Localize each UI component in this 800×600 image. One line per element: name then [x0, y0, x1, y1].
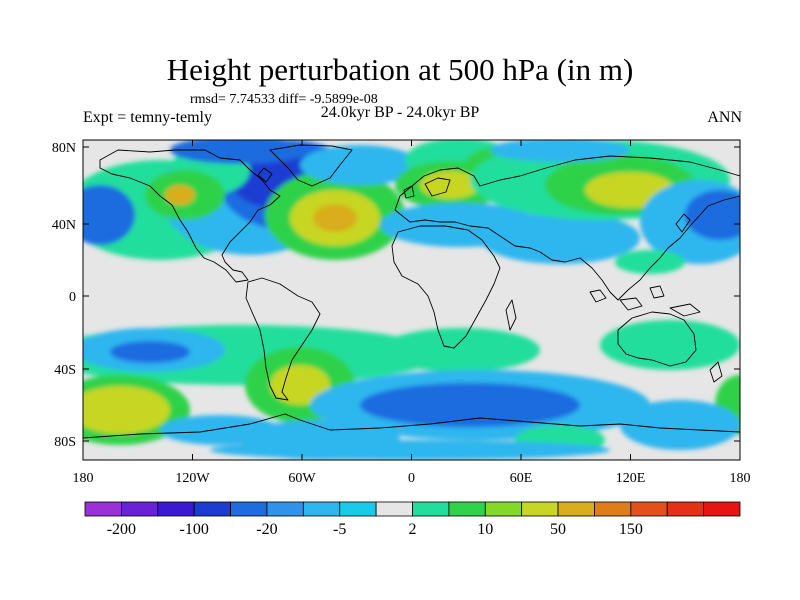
colorbar-swatch [157, 501, 195, 517]
lat-tick-label: 80N [52, 141, 76, 156]
colorbar-swatch [302, 501, 341, 517]
colorbar-swatch [448, 501, 486, 517]
colorbar-label: -5 [333, 521, 346, 538]
coastlines [83, 144, 740, 439]
colorbar-swatch [375, 501, 413, 517]
plot-title: Height perturbation at 500 hPa (in m) [166, 52, 634, 87]
colorbar-swatch [84, 501, 122, 517]
colorbar-label: -20 [256, 521, 277, 538]
colorbar-swatch [266, 501, 304, 517]
lat-tick-label: 0 [69, 290, 76, 305]
colorbar-label: 150 [619, 521, 643, 538]
lon-tick-label: 180 [73, 471, 94, 486]
colorbar-swatch [630, 501, 668, 517]
colorbar-swatch [666, 501, 705, 517]
colorbar-swatch [120, 501, 159, 517]
lon-tick-label: 0 [408, 471, 415, 486]
colorbar-swatch [193, 501, 231, 517]
colorbar-swatch [703, 501, 741, 517]
colorbar-label: 50 [550, 521, 566, 538]
colorbar-label: -200 [107, 521, 136, 538]
stats-line: rmsd= 7.74533 diff= -9.5899e-08 [190, 92, 378, 107]
lon-tick-label: 120W [175, 471, 210, 486]
lat-tick-label: 40S [54, 363, 76, 378]
lon-tick-label: 180 [730, 471, 751, 486]
lat-axis: 80N 40N 0 40S 80S [52, 141, 740, 450]
season-label: ANN [707, 109, 742, 126]
colorbar-swatch [557, 501, 595, 517]
lat-tick-label: 80S [54, 435, 76, 450]
colorbar-swatch [484, 501, 523, 517]
colorbar-label: 2 [409, 521, 417, 538]
period-label: 24.0kyr BP - 24.0kyr BP [320, 104, 480, 121]
colorbar-swatch [521, 501, 559, 517]
colorbar-swatch [594, 501, 632, 517]
colorbar-swatch [412, 501, 450, 517]
colorbar-swatch [230, 501, 268, 517]
experiment-label: Expt = temny-temly [83, 109, 212, 126]
lon-tick-label: 120E [616, 471, 646, 486]
lon-tick-label: 60W [288, 471, 316, 486]
lat-tick-label: 40N [52, 218, 76, 233]
colorbar-label: 10 [477, 521, 493, 538]
colorbar: -200 -100 -20 -5 2 10 50 150 [84, 501, 741, 538]
lon-axis: 180 120W 60W 0 60E 120E 180 [73, 140, 751, 486]
colorbar-swatch [339, 501, 377, 517]
lon-tick-label: 60E [510, 471, 533, 486]
contour-field [83, 140, 740, 460]
colorbar-label: -100 [180, 521, 209, 538]
